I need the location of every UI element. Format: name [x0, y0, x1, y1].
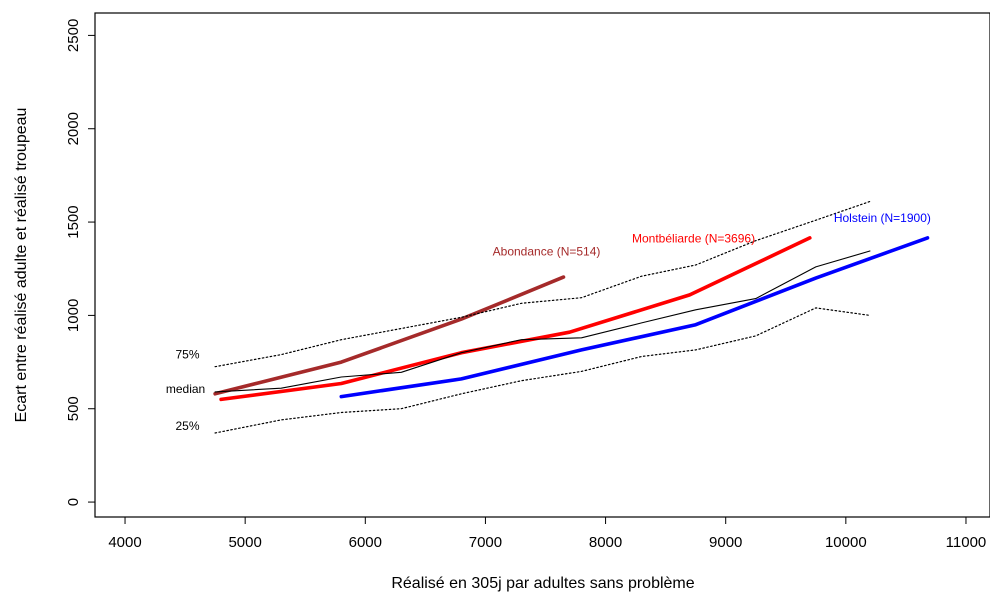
- x-tick-label: 6000: [349, 534, 382, 551]
- x-tick-label: 11000: [946, 534, 987, 551]
- y-tick-label: 1000: [65, 299, 82, 332]
- x-tick-label: 5000: [228, 534, 261, 551]
- series-line-montbeliarde: [219, 236, 812, 402]
- series-layer: [213, 200, 930, 434]
- annotation-p75_label: 75%: [175, 347, 199, 361]
- annotation-layer: Abondance (N=514) Montbéliarde (N=3696) Ho…: [166, 211, 931, 433]
- series-line-abondance: [213, 275, 566, 396]
- y-tick-label: 500: [65, 396, 82, 421]
- x-axis-title: Réalisé en 305j par adultes sans problèm…: [391, 575, 694, 592]
- y-axis: 0 500 1000 1500 2000 2500: [65, 19, 95, 506]
- y-axis-title: Ecart entre réalisé adulte et réalisé tr…: [13, 108, 30, 423]
- y-tick-label: 2000: [65, 112, 82, 145]
- x-tick-label: 8000: [589, 534, 622, 551]
- y-tick-label: 0: [65, 498, 82, 506]
- annotation-median_label: median: [166, 382, 205, 396]
- annotation-abondance_label: Abondance (N=514): [493, 245, 601, 259]
- series-line-holstein: [339, 236, 930, 399]
- x-tick-label: 10000: [825, 534, 867, 551]
- x-tick-label: 7000: [469, 534, 502, 551]
- x-tick-label: 4000: [108, 534, 141, 551]
- series-line-p25: [214, 307, 871, 434]
- y-tick-label: 2500: [65, 19, 82, 52]
- series-line-median: [214, 250, 871, 393]
- annotation-p25_label: 25%: [175, 419, 199, 433]
- x-axis: 4000 5000 6000 7000 8000 9000 10000 11000: [108, 517, 986, 551]
- annotation-holstein_label: Holstein (N=1900): [834, 211, 931, 225]
- x-tick-label: 9000: [709, 534, 742, 551]
- y-tick-label: 1500: [65, 205, 82, 238]
- annotation-montbeliarde_label: Montbéliarde (N=3696): [632, 232, 755, 246]
- series-line-p75: [214, 200, 871, 368]
- plot-frame: [94, 12, 990, 518]
